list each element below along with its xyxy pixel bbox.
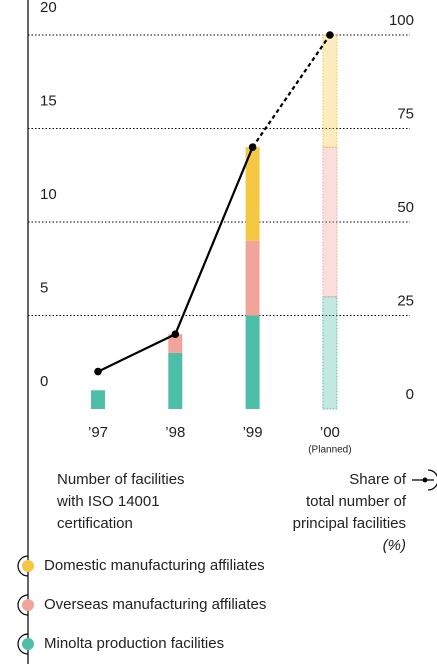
y-tick-label: 20 — [40, 0, 57, 16]
y-axis-label: certification — [57, 515, 133, 532]
bar-outline — [322, 296, 338, 410]
legend-item: Domestic manufacturing affiliates — [17, 555, 265, 577]
y-tick-label: 10 — [40, 186, 57, 203]
y2-tick-label: 100 — [389, 12, 414, 29]
bar — [245, 315, 260, 409]
y2-tick-label: 25 — [397, 292, 414, 309]
x-tick-label: ’00 — [320, 424, 340, 441]
bar — [322, 296, 337, 409]
x-tick-label: ’99 — [243, 424, 263, 441]
bar — [245, 147, 260, 241]
legend-swatch — [22, 599, 34, 611]
line-segment — [251, 34, 331, 148]
bar — [322, 147, 337, 297]
y2-axis-label: principal facilities — [293, 515, 406, 532]
y2-axis-label: (%) — [383, 537, 406, 554]
bar — [91, 390, 105, 409]
legend-item: Minolta production facilities — [17, 633, 224, 655]
line-point — [248, 143, 257, 151]
y-tick-label: 0 — [40, 373, 48, 390]
x-tick-label: ’98 — [165, 424, 185, 441]
legend-item: Overseas manufacturing affiliates — [17, 594, 266, 616]
legend-bracket — [17, 633, 29, 655]
x-tick-label: ’97 — [88, 424, 108, 441]
y2-tick-label: 75 — [397, 105, 414, 122]
legend-swatch — [22, 560, 34, 572]
legend-bracket — [17, 594, 29, 616]
line-point — [171, 330, 180, 339]
legend-bracket — [17, 555, 29, 577]
y-axis-label: Number of facilities — [57, 471, 185, 488]
y-axis-label: with ISO 14001 — [56, 493, 160, 510]
line-point — [94, 367, 102, 376]
line-segment — [97, 333, 176, 373]
line-point — [326, 31, 334, 39]
line-segment — [174, 146, 254, 335]
bar — [168, 334, 183, 353]
y2-axis-label: Share of — [349, 471, 407, 488]
right-marker — [412, 469, 437, 491]
legend-label: Domestic manufacturing affiliates — [44, 557, 265, 574]
y2-tick-label: 50 — [397, 199, 414, 216]
bar — [168, 352, 183, 409]
legend-label: Overseas manufacturing affiliates — [44, 596, 266, 613]
y2-tick-label: 0 — [406, 386, 414, 403]
bar — [322, 35, 337, 148]
y-tick-label: 5 — [40, 279, 48, 296]
legend-label: Minolta production facilities — [44, 635, 224, 652]
x-tick-note: (Planned) — [308, 445, 351, 456]
legend-swatch — [22, 638, 34, 650]
y-tick-label: 15 — [40, 92, 57, 109]
bar — [245, 240, 260, 316]
y2-axis-label: total number of — [306, 493, 407, 510]
